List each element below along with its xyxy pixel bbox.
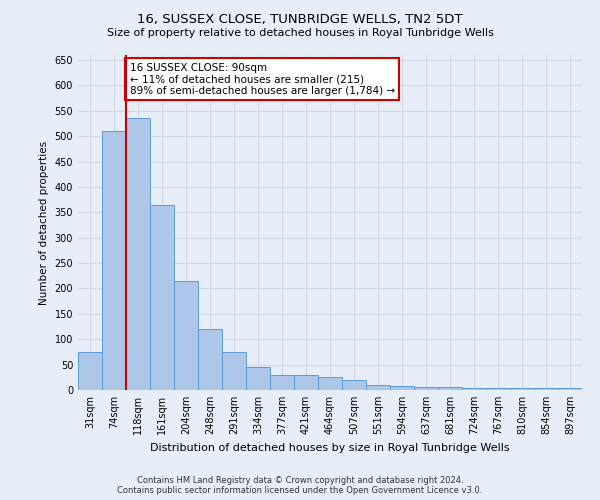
Bar [318, 378, 342, 390]
Bar [342, 380, 366, 390]
Text: 16, SUSSEX CLOSE, TUNBRIDGE WELLS, TN2 5DT: 16, SUSSEX CLOSE, TUNBRIDGE WELLS, TN2 5… [137, 12, 463, 26]
Text: Size of property relative to detached houses in Royal Tunbridge Wells: Size of property relative to detached ho… [107, 28, 493, 38]
Bar [366, 385, 390, 390]
Bar [294, 375, 318, 390]
Y-axis label: Number of detached properties: Number of detached properties [39, 140, 49, 304]
Bar [510, 388, 534, 390]
Bar [102, 131, 126, 390]
Bar [150, 204, 174, 390]
Text: Contains HM Land Registry data © Crown copyright and database right 2024.
Contai: Contains HM Land Registry data © Crown c… [118, 476, 482, 495]
X-axis label: Distribution of detached houses by size in Royal Tunbridge Wells: Distribution of detached houses by size … [150, 442, 510, 452]
Text: 16 SUSSEX CLOSE: 90sqm
← 11% of detached houses are smaller (215)
89% of semi-de: 16 SUSSEX CLOSE: 90sqm ← 11% of detached… [130, 62, 395, 96]
Bar [414, 387, 438, 390]
Bar [534, 388, 558, 390]
Bar [198, 329, 222, 390]
Bar [126, 118, 150, 390]
Bar [78, 352, 102, 390]
Bar [174, 281, 198, 390]
Bar [246, 367, 270, 390]
Bar [558, 388, 582, 390]
Bar [270, 375, 294, 390]
Bar [462, 388, 486, 390]
Bar [486, 388, 510, 390]
Bar [438, 388, 462, 390]
Bar [390, 386, 414, 390]
Bar [222, 352, 246, 390]
